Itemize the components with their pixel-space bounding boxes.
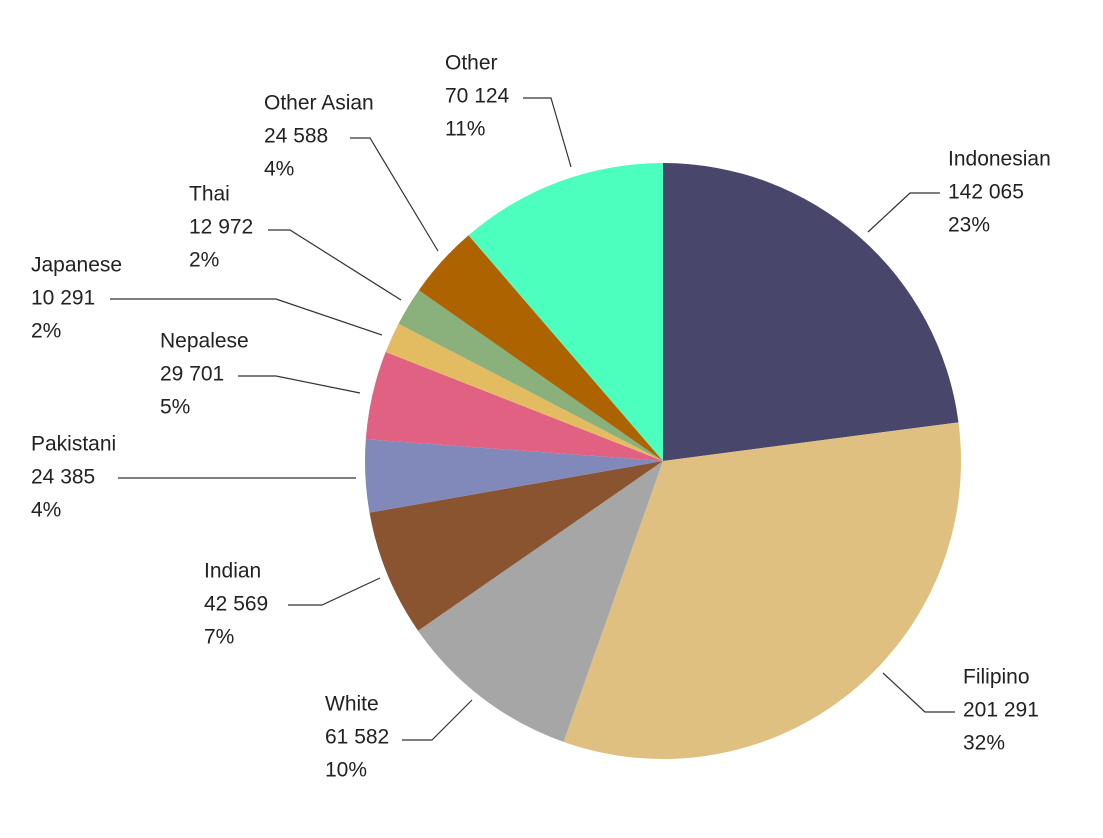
slice-label-name-thai: Thai — [189, 183, 230, 206]
pie-slice-other — [468, 163, 663, 461]
slice-label-percent-indonesian: 23% — [948, 214, 990, 237]
slice-label-percent-thai: 2% — [189, 249, 219, 272]
leader-line-thai — [268, 229, 402, 301]
slice-label-value-nepalese: 29 701 — [160, 363, 224, 386]
pie-slices — [365, 163, 961, 759]
leader-line-other — [523, 97, 572, 168]
slice-label-value-pakistani: 24 385 — [31, 466, 95, 489]
pie-slice-japanese — [385, 323, 663, 461]
leader-line-indian — [288, 577, 381, 606]
slice-label-name-other-asian: Other Asian — [264, 92, 374, 115]
leader-line-indonesian — [867, 192, 940, 233]
pie-slice-nepalese — [365, 352, 663, 461]
slice-label-percent-other: 11% — [445, 118, 485, 141]
leader-line-other-asian — [350, 137, 439, 252]
slice-label-value-other: 70 124 — [445, 85, 510, 108]
leader-lines — [110, 97, 955, 741]
pie-slice-indian — [369, 461, 663, 631]
pie-slice-indonesian — [663, 163, 959, 461]
slice-label-value-indian: 42 569 — [204, 593, 268, 616]
slice-label-percent-white: 10% — [325, 759, 367, 782]
leader-line-white — [402, 699, 473, 741]
slice-label-percent-nepalese: 5% — [160, 396, 190, 419]
slice-label-value-other-asian: 24 588 — [264, 125, 328, 148]
slice-label-name-nepalese: Nepalese — [160, 330, 249, 353]
slice-label-value-japanese: 10 291 — [31, 287, 95, 310]
slice-label-percent-filipino: 32% — [963, 732, 1005, 755]
slice-label-value-white: 61 582 — [325, 726, 389, 749]
leader-line-nepalese — [238, 375, 361, 394]
pie-slice-other-asian — [418, 235, 663, 461]
pie-slice-white — [418, 461, 663, 742]
slice-label-name-japanese: Japanese — [31, 254, 122, 277]
slice-label-percent-indian: 7% — [204, 626, 234, 649]
slice-label-name-pakistani: Pakistani — [31, 433, 116, 456]
leader-line-japanese — [110, 298, 383, 336]
leader-line-filipino — [882, 672, 955, 713]
pie-slice-thai — [398, 290, 663, 461]
slice-label-name-filipino: Filipino — [963, 666, 1030, 689]
slice-label-value-thai: 12 972 — [189, 216, 253, 239]
slice-label-value-indonesian: 142 065 — [948, 181, 1024, 204]
slice-label-name-white: White — [325, 693, 379, 716]
slice-label-name-indian: Indian — [204, 560, 261, 583]
slice-labels: Indonesian 142 065 23% Filipino 201 291 32% Wh… — [31, 52, 1051, 782]
pie-slice-pakistani — [365, 439, 663, 513]
slice-label-name-indonesian: Indonesian — [948, 148, 1051, 171]
slice-label-name-other: Other — [445, 52, 498, 75]
slice-label-percent-japanese: 2% — [31, 320, 61, 343]
slice-label-percent-pakistani: 4% — [31, 499, 61, 522]
slice-label-percent-other-asian: 4% — [264, 158, 294, 181]
slice-label-value-filipino: 201 291 — [963, 699, 1039, 722]
pie-slice-filipino — [563, 422, 961, 759]
